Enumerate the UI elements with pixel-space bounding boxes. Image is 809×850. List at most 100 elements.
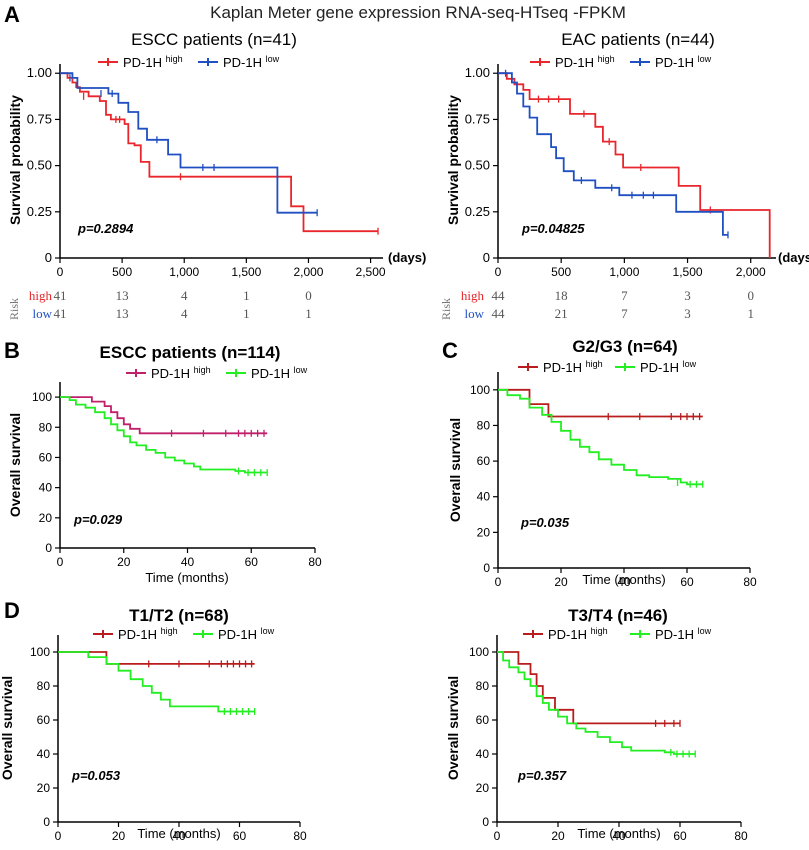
- risk-row-label: high: [29, 288, 53, 303]
- risk-value: 3: [684, 288, 691, 303]
- survival-curve: [60, 72, 318, 214]
- y-tick-label: 0.75: [27, 111, 52, 126]
- survival-curve: [60, 72, 378, 233]
- legend-label: PD-1H high: [543, 359, 603, 375]
- x-tick-label: 60: [680, 575, 694, 589]
- y-axis-label: Overall survival: [447, 418, 463, 522]
- risk-value: 44: [492, 288, 506, 303]
- p-value: p=0.2894: [77, 221, 134, 236]
- risk-value: 3: [684, 306, 691, 321]
- x-axis-label: (days): [388, 250, 426, 265]
- x-tick-label: 80: [293, 829, 307, 843]
- chart-escc-114: ESCC patients (n=114) 0 20 40 60 80 0 20 40 60 80 1…: [7, 343, 322, 585]
- y-tick-label: 0: [43, 815, 50, 829]
- survival-curve: [497, 651, 696, 755]
- y-tick-label: 40: [477, 490, 491, 504]
- legend-label: PD-1H high: [151, 365, 211, 381]
- x-tick-label: 20: [117, 555, 131, 569]
- risk-value: 4: [181, 288, 188, 303]
- legend-label: PD-1H high: [555, 54, 615, 70]
- x-tick-label: 0: [494, 829, 501, 843]
- survival-curve: [60, 396, 268, 435]
- chart-escc-41: ESCC patients (n=41) 0 500 1,000 1,500 2,000 2…: [7, 30, 426, 321]
- y-tick-label: 80: [477, 418, 491, 432]
- risk-value: 41: [54, 288, 67, 303]
- legend-label: PD-1H low: [223, 54, 280, 70]
- y-tick-label: 0: [483, 561, 490, 575]
- y-tick-label: 20: [476, 781, 490, 795]
- risk-row-label: low: [465, 306, 485, 321]
- panel-letter-b: B: [4, 338, 20, 363]
- chart-title: T1/T2 (n=68): [129, 606, 229, 625]
- risk-value: 44: [492, 306, 506, 321]
- risk-value: 13: [116, 288, 129, 303]
- x-tick-label: 40: [172, 829, 186, 843]
- p-value: p=0.035: [520, 515, 570, 530]
- y-tick-label: 60: [477, 454, 491, 468]
- risk-value: 18: [555, 288, 568, 303]
- y-axis-label: Overall survival: [0, 676, 15, 780]
- risk-value: 1: [243, 306, 250, 321]
- legend-label: PD-1H high: [118, 626, 178, 642]
- chart-t3-t4: T3/T4 (n=46) 0 20 40 60 80 0 20 40 60 80 100 Time (m…: [445, 606, 748, 843]
- x-tick-label: 2,500: [356, 265, 386, 279]
- x-axis-label: Time (months): [582, 572, 665, 587]
- chart-title: G2/G3 (n=64): [572, 337, 677, 356]
- chart-title: T3/T4 (n=46): [568, 606, 668, 625]
- x-tick-label: 500: [112, 265, 132, 279]
- risk-value: 4: [181, 306, 188, 321]
- survival-curve: [58, 651, 255, 713]
- y-tick-label: 0.25: [27, 204, 52, 219]
- y-tick-label: 0.75: [465, 111, 490, 126]
- chart-g2-g3: G2/G3 (n=64) 0 20 40 60 80 0 20 40 60 80 100 Time (m…: [447, 337, 757, 589]
- p-value: p=0.053: [71, 768, 121, 783]
- y-axis-label: Survival probability: [445, 95, 461, 225]
- legend-label: PD-1H low: [218, 626, 275, 642]
- y-tick-label: 100: [30, 645, 50, 659]
- y-tick-label: 80: [39, 420, 53, 434]
- y-tick-label: 100: [470, 383, 490, 397]
- panel-letter-c: C: [442, 338, 458, 363]
- y-tick-label: 40: [476, 747, 490, 761]
- survival-curve: [498, 72, 771, 258]
- chart-title: ESCC patients (n=114): [100, 343, 281, 362]
- x-tick-label: 20: [554, 575, 568, 589]
- x-axis-label: Time (months): [137, 826, 220, 841]
- legend-label: PD-1H low: [655, 626, 712, 642]
- risk-row-label: low: [33, 306, 53, 321]
- x-axis-label: Time (months): [577, 826, 660, 841]
- x-tick-label: 40: [612, 829, 626, 843]
- chart-title: ESCC patients (n=41): [131, 30, 297, 49]
- y-tick-label: 20: [477, 525, 491, 539]
- risk-value: 0: [747, 288, 754, 303]
- survival-curve: [498, 388, 703, 486]
- y-tick-label: 40: [39, 481, 53, 495]
- x-tick-label: 0: [57, 555, 64, 569]
- x-tick-label: 500: [551, 265, 571, 279]
- x-tick-label: 0: [57, 265, 64, 279]
- p-value: p=0.029: [73, 512, 123, 527]
- risk-row-label: high: [461, 288, 485, 303]
- y-tick-label: 100: [469, 645, 489, 659]
- chart-eac-44: EAC patients (n=44)0 500 1,000 1,500 2,00000…: [439, 30, 809, 321]
- x-axis-label: (days): [778, 250, 809, 265]
- y-tick-label: 60: [39, 450, 53, 464]
- x-tick-label: 0: [55, 829, 62, 843]
- risk-value: 7: [621, 306, 628, 321]
- risk-table-label: Risk: [7, 298, 21, 320]
- y-tick-label: 0: [45, 250, 52, 265]
- x-tick-label: 80: [308, 555, 322, 569]
- y-tick-label: 0.25: [465, 204, 490, 219]
- p-value: p=0.357: [517, 768, 567, 783]
- y-tick-label: 100: [32, 390, 52, 404]
- legend-label: PD-1H low: [251, 365, 308, 381]
- y-tick-label: 0.50: [465, 158, 490, 173]
- x-tick-label: 1,500: [673, 265, 703, 279]
- y-tick-label: 40: [37, 747, 51, 761]
- y-axis-label: Overall survival: [445, 676, 461, 780]
- x-tick-label: 1,000: [609, 265, 639, 279]
- y-tick-label: 1.00: [465, 65, 490, 80]
- legend-label: PD-1H high: [123, 54, 183, 70]
- risk-value: 7: [621, 288, 628, 303]
- p-value: p=0.04825: [521, 221, 585, 236]
